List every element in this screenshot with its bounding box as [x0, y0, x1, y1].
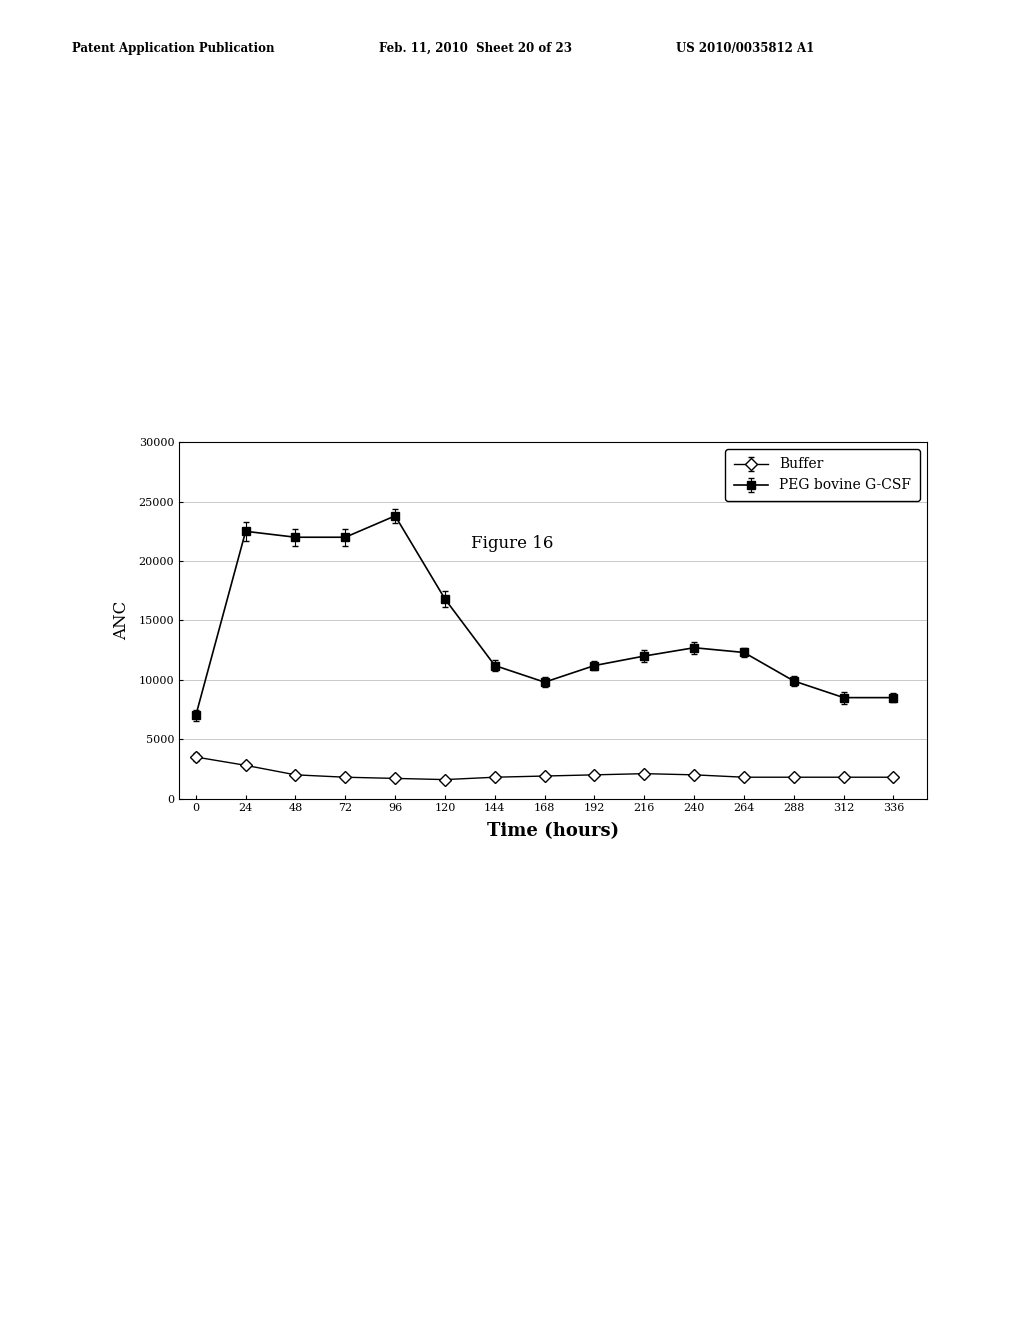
Text: Feb. 11, 2010  Sheet 20 of 23: Feb. 11, 2010 Sheet 20 of 23: [379, 42, 571, 55]
Text: US 2010/0035812 A1: US 2010/0035812 A1: [676, 42, 814, 55]
Legend: Buffer, PEG bovine G-CSF: Buffer, PEG bovine G-CSF: [725, 449, 920, 500]
Text: Figure 16: Figure 16: [471, 535, 553, 552]
X-axis label: Time (hours): Time (hours): [486, 822, 620, 840]
Y-axis label: ANC: ANC: [114, 601, 130, 640]
Text: Patent Application Publication: Patent Application Publication: [72, 42, 274, 55]
